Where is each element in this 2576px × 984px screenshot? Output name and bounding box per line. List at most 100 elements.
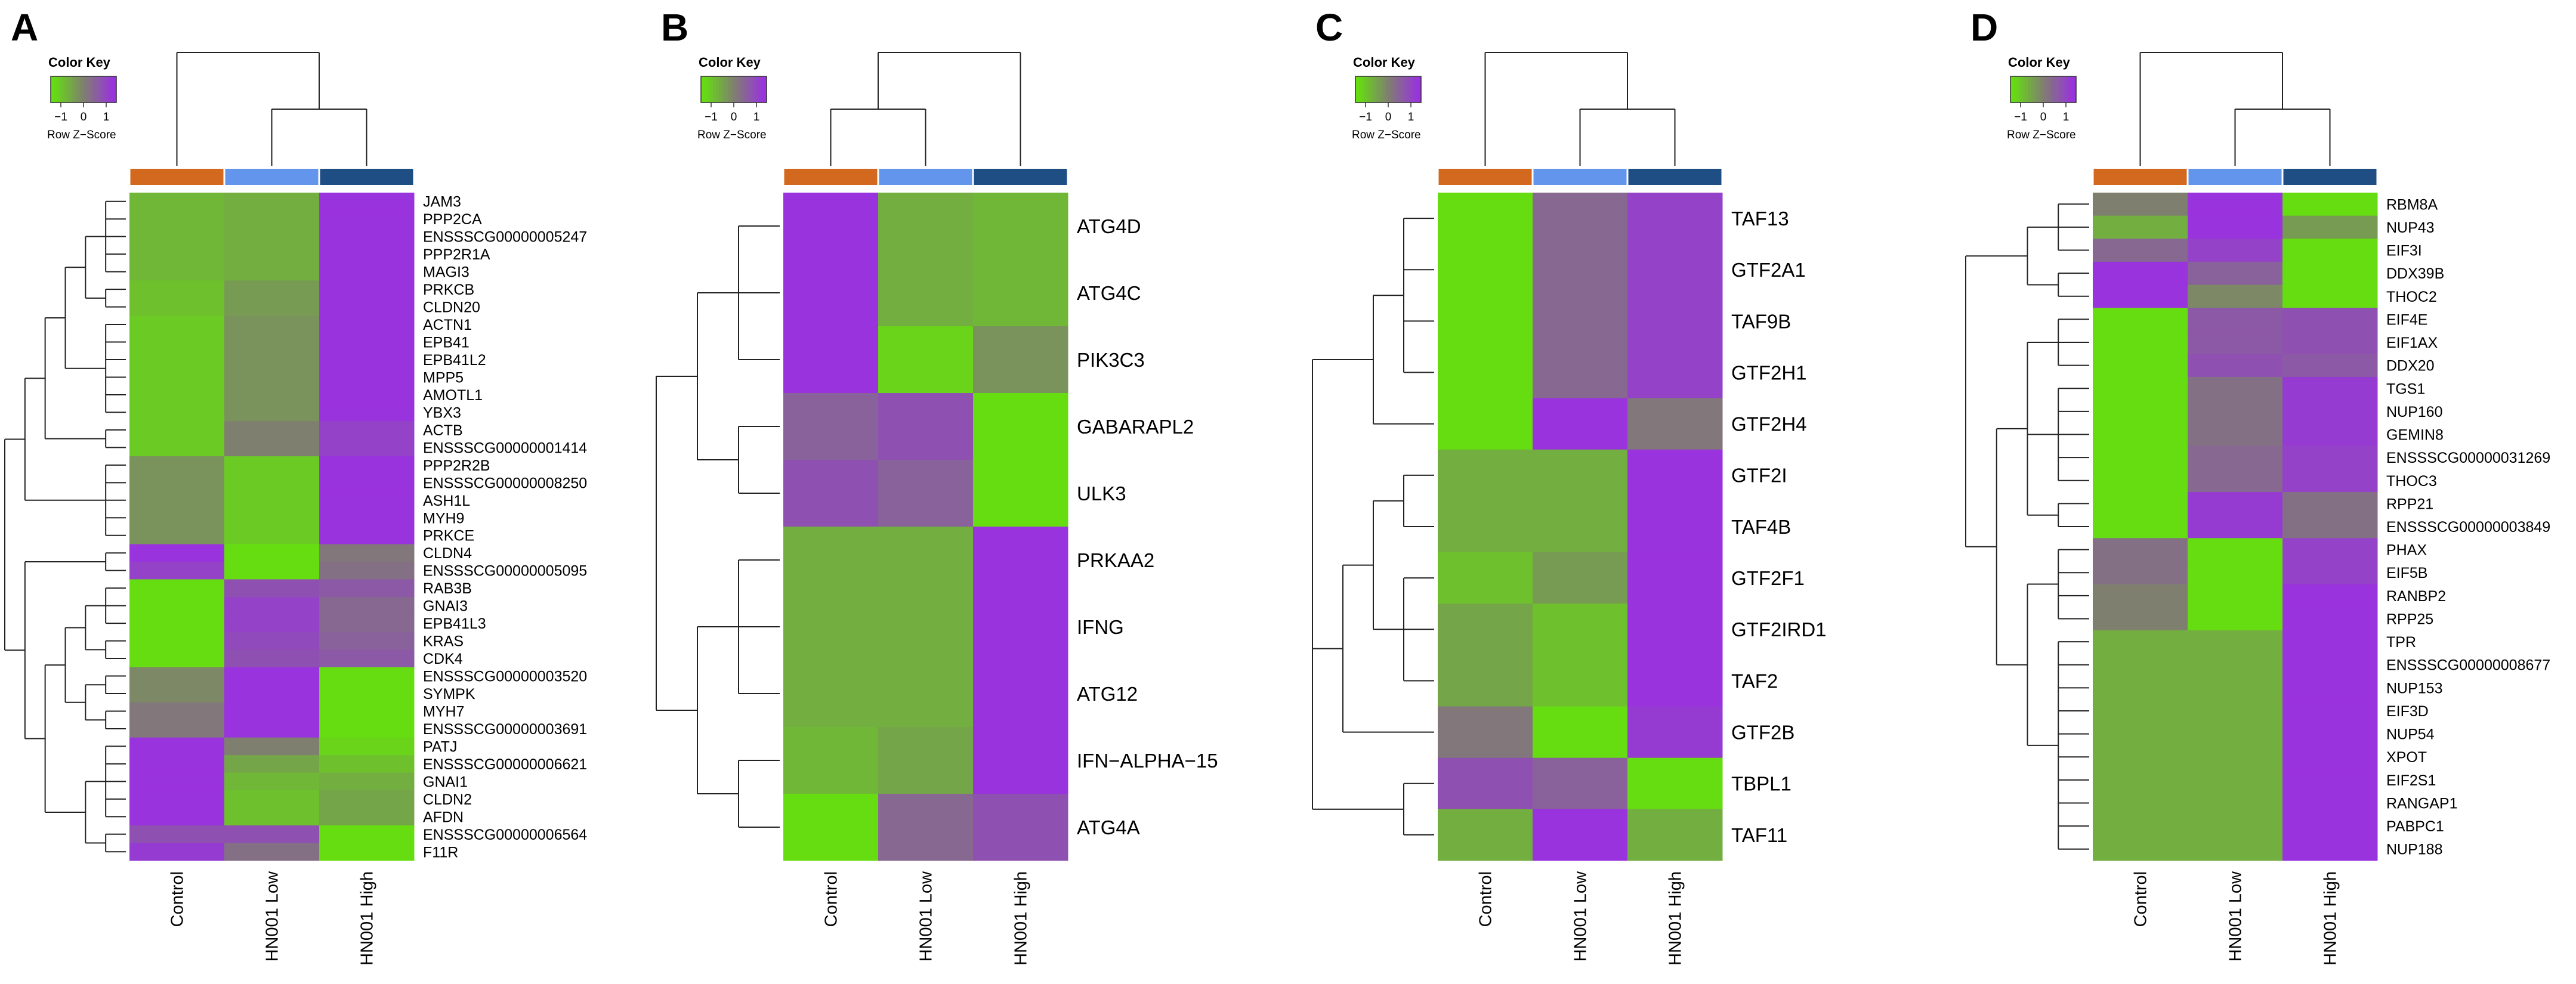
color-key-swatch	[1376, 76, 1380, 103]
color-key-swatch	[1367, 76, 1371, 103]
heatmap-cell	[224, 702, 320, 720]
heatmap-cell	[2282, 722, 2378, 746]
row-label: GTF2F1	[1731, 567, 1805, 589]
heatmap-cell	[224, 210, 320, 228]
color-key-swatch	[1412, 76, 1416, 103]
heatmap-cell	[224, 632, 320, 650]
heatmap-cell	[224, 509, 320, 527]
heatmap-cell	[878, 460, 974, 527]
group-color-bar	[2283, 169, 2377, 185]
column-label: HN001 Low	[917, 871, 936, 962]
color-key-swatch	[2019, 76, 2023, 103]
color-key-swatch	[716, 76, 719, 103]
heatmap-cell	[878, 193, 974, 260]
color-key-swatch	[752, 76, 755, 103]
heatmap-cell	[224, 438, 320, 457]
heatmap-cell	[319, 403, 415, 422]
color-key-swatch	[734, 76, 737, 103]
row-label: EIF3D	[2386, 703, 2429, 720]
heatmap-cell	[783, 794, 879, 861]
heatmap-cell	[1627, 604, 1723, 655]
row-label: EPB41L3	[423, 615, 486, 632]
heatmap-cell	[2282, 376, 2378, 401]
heatmap-cell	[2093, 768, 2188, 792]
column-label: Control	[168, 871, 187, 927]
heatmap-cell	[319, 351, 415, 369]
heatmap-cell	[319, 596, 415, 615]
color-key-swatch	[60, 76, 63, 103]
heatmap-cell	[2282, 699, 2378, 723]
heatmap-panel-c: C Color Key −1 0 1 Row Z−Score TAF13 GTF2A1 TAF9…	[1312, 6, 1827, 966]
row-label: NUP43	[2386, 219, 2435, 236]
heatmap-cell	[1438, 500, 1533, 553]
heatmap-cell	[783, 593, 879, 661]
group-color-bar	[1628, 169, 1722, 185]
heatmap-cell	[783, 259, 879, 327]
heatmap-cell	[129, 702, 225, 720]
color-key-swatch	[743, 76, 746, 103]
heatmap-cell	[2282, 239, 2378, 262]
row-label: TGS1	[2386, 380, 2425, 397]
heatmap-cell	[1627, 655, 1723, 707]
color-key-tick-label: 0	[1385, 111, 1392, 123]
heatmap-cell	[2188, 330, 2283, 354]
heatmap-cell	[2282, 400, 2378, 423]
heatmap-cell	[2188, 607, 2283, 631]
heatmap-cell	[319, 474, 415, 492]
row-label: GEMIN8	[2386, 427, 2444, 444]
heatmap-cell	[224, 527, 320, 544]
row-label: MAGI3	[423, 264, 470, 281]
heatmap-panel-b: B Color Key −1 0 1 Row Z−Score ATG4D ATG4C PIK3C…	[656, 6, 1218, 966]
color-key-swatch	[1397, 76, 1401, 103]
heatmap-cell	[129, 649, 225, 668]
heatmap-cell	[1438, 552, 1533, 604]
heatmap-cell	[319, 262, 415, 281]
row-label: ENSSSCG00000003691	[423, 721, 587, 738]
heatmap-cell	[224, 456, 320, 475]
heatmap-cell	[129, 790, 225, 809]
heatmap-cell	[129, 368, 225, 386]
heatmap-cell	[319, 755, 415, 773]
heatmap-cell	[2093, 561, 2188, 585]
heatmap-cell	[1533, 449, 1628, 502]
row-label: ATG4A	[1077, 816, 1140, 838]
heatmap-cell	[973, 259, 1068, 327]
row-label: EIF4E	[2386, 311, 2427, 328]
heatmap-cell	[224, 280, 320, 299]
row-label: ACTN1	[423, 317, 472, 333]
heatmap-cell	[2282, 837, 2378, 861]
heatmap-cell	[1627, 500, 1723, 553]
heatmap-cell	[2188, 768, 2283, 792]
heatmap-cell	[319, 280, 415, 299]
row-label: DDX20	[2386, 358, 2435, 375]
heatmap-cell	[2282, 215, 2378, 239]
row-label: GTF2A1	[1731, 259, 1806, 281]
row-label: ATG4D	[1077, 215, 1141, 237]
color-key-swatch	[75, 76, 78, 103]
color-key-swatch	[1361, 76, 1365, 103]
group-color-bar	[2093, 169, 2187, 185]
heatmap-cell	[224, 193, 320, 211]
color-key-swatch	[2031, 76, 2035, 103]
color-key-tick-label: −1	[2014, 111, 2027, 123]
color-key-swatch	[761, 76, 764, 103]
heatmap-cell	[2282, 745, 2378, 769]
column-label: Control	[822, 871, 841, 927]
heatmap-cell	[2188, 445, 2283, 469]
heatmap-cell	[224, 579, 320, 598]
heatmap-cell	[783, 460, 879, 527]
heatmap-cell	[1533, 398, 1628, 450]
group-color-bar	[1438, 169, 1532, 185]
heatmap-cell	[2188, 423, 2283, 447]
group-color-bar	[784, 169, 878, 185]
color-key-swatch	[2070, 76, 2074, 103]
color-key-swatch	[2013, 76, 2017, 103]
heatmap-cell	[319, 438, 415, 457]
heatmap-cell	[224, 772, 320, 791]
heatmap-cell	[2093, 630, 2188, 654]
row-label: ATG4C	[1077, 282, 1141, 304]
heatmap-cell	[319, 614, 415, 633]
heatmap-cell	[319, 456, 415, 475]
color-key-swatch	[95, 76, 99, 103]
heatmap-cell	[129, 843, 225, 861]
